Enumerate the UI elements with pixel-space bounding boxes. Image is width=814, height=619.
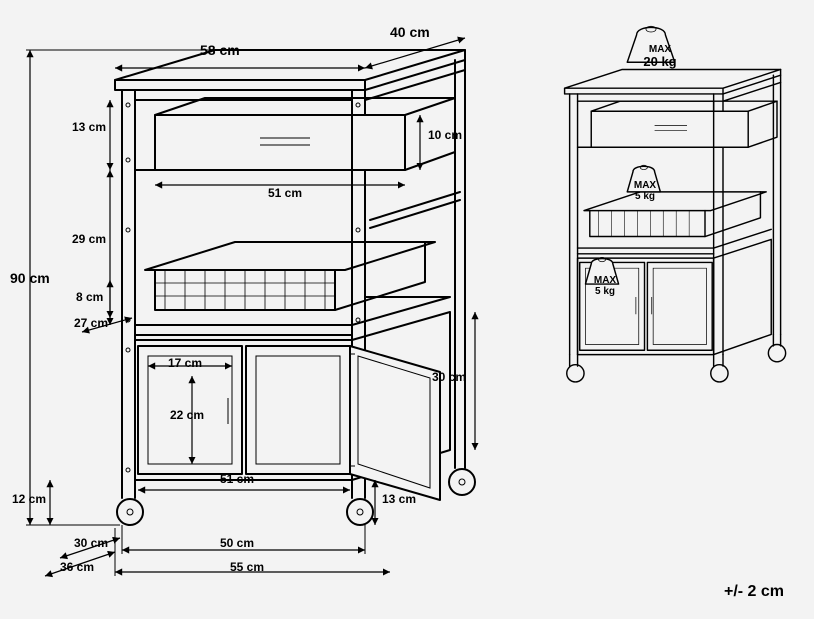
line-art xyxy=(0,0,814,619)
load-basket: MAX 5 kg xyxy=(625,180,665,202)
dim-drawer-width: 51 cm xyxy=(268,186,302,200)
dim-base-width-inner: 50 cm xyxy=(220,536,254,550)
dim-cabinet-height: 30 cm xyxy=(432,370,466,384)
dim-top-depth: 40 cm xyxy=(390,24,430,40)
dim-shelf-depth: 27 cm xyxy=(74,316,108,330)
load-top: MAX 20 kg xyxy=(635,44,685,69)
load-cabinet: MAX 5 kg xyxy=(585,275,625,297)
dim-base-width-outer: 55 cm xyxy=(230,560,264,574)
load-top-l2: 20 kg xyxy=(635,55,685,69)
load-basket-l2: 5 kg xyxy=(625,191,665,202)
tolerance-note: +/- 2 cm xyxy=(724,583,784,601)
dim-cabinet-width: 51 cm xyxy=(220,472,254,486)
load-basket-l1: MAX xyxy=(625,180,665,191)
dim-drawer-inner: 10 cm xyxy=(428,128,462,142)
dim-mid-open: 29 cm xyxy=(72,232,106,246)
dim-basket-depth: 8 cm xyxy=(76,290,103,304)
load-cabinet-l2: 5 kg xyxy=(585,286,625,297)
load-cabinet-l1: MAX xyxy=(585,275,625,286)
dim-top-width: 58 cm xyxy=(200,42,240,58)
dim-caster-side: 12 cm xyxy=(12,492,46,506)
dim-caster-front: 13 cm xyxy=(382,492,416,506)
dim-base-depth-inner: 30 cm xyxy=(74,536,108,550)
dim-door-height: 22 cm xyxy=(170,408,204,422)
diagram-stage: 90 cm 58 cm 40 cm 13 cm 10 cm 51 cm 29 c… xyxy=(0,0,814,619)
dim-door-width: 17 cm xyxy=(168,356,202,370)
dim-drawer-gap: 13 cm xyxy=(72,120,106,134)
dim-base-depth-outer: 36 cm xyxy=(60,560,94,574)
dim-total-height: 90 cm xyxy=(10,270,50,286)
